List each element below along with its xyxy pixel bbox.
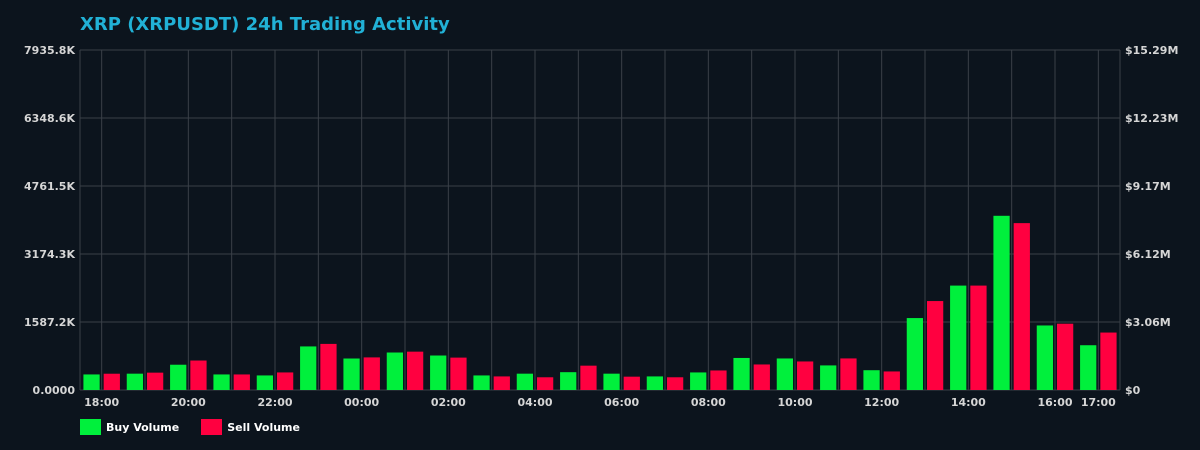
x-tick-label: 06:00 (604, 396, 639, 409)
y-tick-label-right: $12.23M (1125, 112, 1178, 125)
bar-sell[interactable] (1013, 223, 1030, 390)
chart-title: XRP (XRPUSDT) 24h Trading Activity (80, 14, 450, 35)
bar-sell[interactable] (623, 376, 640, 390)
bar-buy[interactable] (473, 375, 490, 390)
x-axis-labels: 18:00 20:00 22:00 00:00 02:00 04:00 06:00 08:00… (84, 396, 1116, 409)
bar-buy[interactable] (430, 355, 447, 390)
bar-buy[interactable] (993, 215, 1010, 390)
x-tick-label: 00:00 (344, 396, 379, 409)
y-tick-label-left: 4761.5K (24, 180, 75, 193)
bar-sell[interactable] (883, 371, 900, 390)
bar-buy[interactable] (776, 358, 793, 390)
bar-buy[interactable] (1036, 325, 1053, 390)
bar-sell[interactable] (1057, 323, 1074, 390)
bar-sell[interactable] (970, 285, 987, 390)
bars (83, 215, 1117, 390)
bar-buy[interactable] (300, 346, 317, 390)
bar-buy[interactable] (126, 373, 143, 390)
legend-label-buy: Buy Volume (106, 420, 180, 434)
legend-swatch-sell (201, 419, 223, 435)
bar-buy[interactable] (213, 374, 230, 390)
y-tick-label-right: $3.06M (1125, 316, 1171, 329)
x-tick-label: 18:00 (84, 396, 119, 409)
bar-sell[interactable] (667, 377, 684, 390)
x-tick-label: 22:00 (257, 396, 292, 409)
bar-buy[interactable] (386, 352, 403, 390)
y-tick-label-left: 7935.8K (24, 44, 75, 57)
bar-sell[interactable] (797, 361, 814, 390)
y-tick-label-left: 1587.2K (24, 316, 75, 329)
legend: Buy Volume Sell Volume (80, 419, 300, 435)
legend-swatch-buy (80, 419, 101, 435)
x-tick-label: 04:00 (517, 396, 552, 409)
bar-sell[interactable] (277, 372, 294, 390)
bar-buy[interactable] (516, 373, 533, 390)
bar-sell[interactable] (537, 377, 554, 390)
bar-buy[interactable] (950, 285, 967, 390)
bar-sell[interactable] (103, 373, 120, 390)
bar-buy[interactable] (690, 372, 707, 390)
y-tick-label-left: 3174.3K (24, 248, 75, 261)
bar-buy[interactable] (343, 358, 360, 390)
x-tick-label: 20:00 (171, 396, 206, 409)
bar-sell[interactable] (363, 357, 380, 390)
legend-item-sell[interactable]: Sell Volume (201, 419, 300, 435)
x-tick-label: 17:00 (1081, 396, 1116, 409)
bar-sell[interactable] (580, 365, 597, 390)
bar-sell[interactable] (1100, 332, 1117, 390)
x-tick-label: 02:00 (431, 396, 466, 409)
y-axis-left-labels: 0.0000 1587.2K 3174.3K 4761.5K 6348.6K 7935.8… (24, 44, 75, 397)
bar-buy[interactable] (646, 376, 663, 390)
bar-buy[interactable] (83, 374, 100, 390)
x-tick-label: 12:00 (864, 396, 899, 409)
bar-sell[interactable] (840, 358, 857, 390)
bar-buy[interactable] (170, 364, 187, 390)
y-tick-label-right: $0 (1125, 384, 1141, 397)
legend-label-sell: Sell Volume (227, 420, 300, 434)
bar-sell[interactable] (493, 376, 510, 390)
bar-buy[interactable] (863, 370, 880, 390)
grid-lines (79, 49, 1121, 391)
bar-sell[interactable] (407, 351, 424, 390)
bar-buy[interactable] (603, 373, 620, 390)
y-axis-right-labels: $0 $3.06M $6.12M $9.17M $12.23M $15.29M (1125, 44, 1178, 397)
bar-buy[interactable] (733, 357, 750, 390)
bar-sell[interactable] (450, 357, 467, 390)
y-tick-label-right: $9.17M (1125, 180, 1171, 193)
bar-sell[interactable] (320, 343, 337, 390)
bar-sell[interactable] (233, 374, 250, 390)
x-tick-label: 08:00 (691, 396, 726, 409)
bar-buy[interactable] (906, 318, 923, 390)
bar-buy[interactable] (820, 365, 837, 390)
y-tick-label-right: $15.29M (1125, 44, 1178, 57)
x-tick-label: 16:00 (1037, 396, 1072, 409)
legend-item-buy[interactable]: Buy Volume (80, 419, 179, 435)
x-tick-label: 10:00 (777, 396, 812, 409)
bar-buy[interactable] (256, 375, 273, 390)
bar-sell[interactable] (927, 301, 944, 390)
bar-sell[interactable] (710, 370, 727, 390)
x-tick-label: 14:00 (951, 396, 986, 409)
y-tick-label-right: $6.12M (1125, 248, 1171, 261)
bar-buy[interactable] (1080, 345, 1097, 390)
bar-sell[interactable] (190, 360, 207, 390)
bar-sell[interactable] (753, 364, 770, 390)
bar-sell[interactable] (147, 372, 164, 390)
bar-buy[interactable] (560, 372, 577, 390)
y-tick-label-left: 6348.6K (24, 112, 75, 125)
y-tick-label-left: 0.0000 (33, 384, 76, 397)
